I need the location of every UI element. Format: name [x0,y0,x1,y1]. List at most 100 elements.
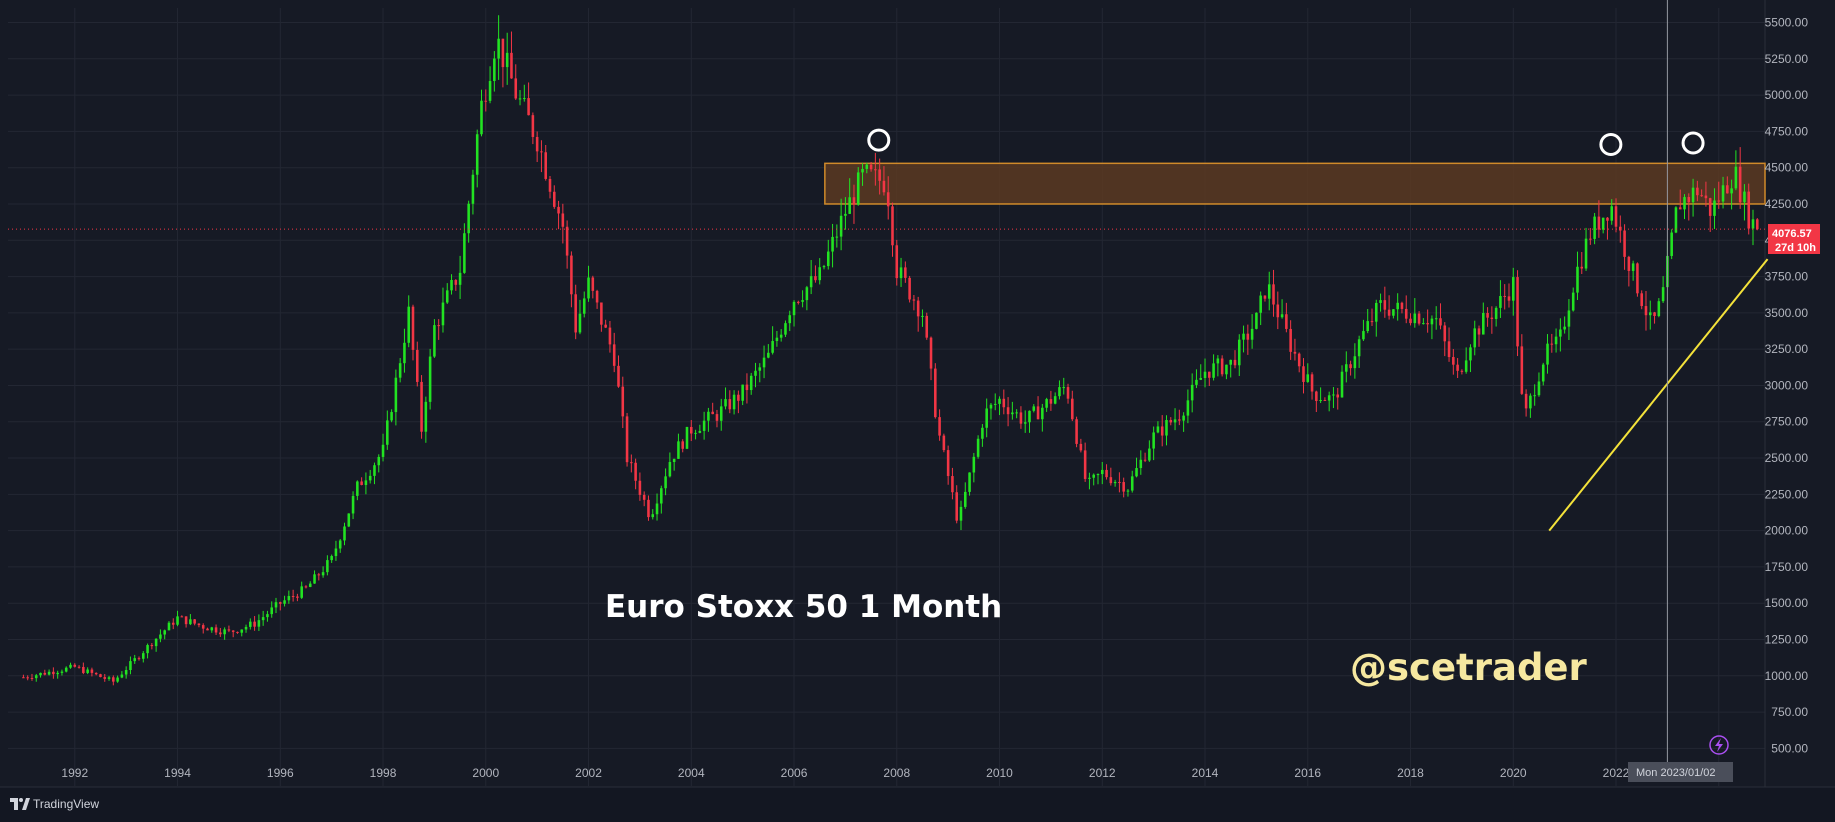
candle-body [707,411,710,421]
y-tick-label: 4500.00 [1765,161,1809,175]
y-tick-label: 5250.00 [1765,52,1809,66]
candle-body [1315,391,1318,401]
candle-body [839,215,843,237]
candle-body [1383,300,1387,310]
candle-body [1130,476,1134,491]
candle-body [206,628,209,631]
candle-body [1623,230,1626,257]
candle-body [43,672,47,675]
candle-body [1396,302,1399,310]
candle-body [925,315,929,338]
candle-body [779,334,783,338]
candle-body [347,513,351,527]
candle-body [1696,187,1699,196]
candle-body [210,627,214,631]
candle-body [844,213,847,216]
candle-body [1002,398,1006,408]
candle-body [1366,321,1369,332]
candle-body [1096,474,1100,476]
trendline [1548,258,1769,532]
candle-body [578,313,582,333]
candle-body [415,349,419,382]
x-tick-label: 2008 [883,766,910,780]
candle-body [647,499,650,518]
candle-body [1439,318,1442,326]
candle-body [1400,302,1404,309]
candle-body [82,666,85,673]
candle-body [1524,393,1528,409]
candle-body [621,386,625,417]
watermark: @scetrader [1350,646,1588,689]
candle-body [321,572,325,576]
candle-body [291,596,295,598]
candle-body [805,287,809,301]
candle-body [1747,191,1751,229]
candle-body [1409,318,1412,324]
candle-body [1507,296,1511,301]
candle-body [308,583,312,587]
candle-body [133,658,137,662]
candle-body [22,677,25,679]
candle-body [1589,238,1592,240]
candle-body [1494,307,1498,319]
candle-body [360,481,363,485]
candle-body [604,324,607,328]
candle-body [972,456,976,473]
candle-body [672,458,676,463]
candle-body [1653,312,1656,317]
candle-body [1023,422,1027,424]
candle-body [912,299,916,301]
candle-body [1126,490,1130,492]
candle-body [741,384,744,401]
candle-body [351,495,355,514]
candle-body [1477,328,1481,335]
candle-body [1345,364,1348,372]
candle-body [1648,312,1652,316]
candle-body [638,480,642,495]
lightning-icon[interactable] [1709,735,1729,755]
candle-body [1263,295,1267,299]
candle-body [1208,371,1211,378]
candle-body [94,672,98,675]
y-tick-label: 1500.00 [1765,596,1809,610]
candle-body [1511,277,1515,301]
candle-body [373,465,376,476]
candle-body [981,427,984,439]
candle-body [497,38,500,59]
candle-body [1053,396,1057,404]
candle-body [180,616,184,618]
candle-body [287,596,291,601]
candle-body [1554,336,1558,345]
candle-body [1178,419,1181,421]
y-tick-label: 5000.00 [1765,88,1809,102]
candle-body [64,667,68,672]
candle-body [899,267,903,279]
candle-body [403,342,406,364]
candle-body [929,337,933,369]
candle-body [882,180,886,193]
candle-body [1704,195,1708,199]
y-tick-label: 5500.00 [1765,16,1809,30]
candle-body [1212,363,1215,378]
candle-body [219,632,222,635]
price-axis[interactable]: 500.00 750.00 1000.00 1250.00 1500.00 1750.00… [1765,16,1809,756]
candle-body [1336,394,1340,398]
x-tick-label: 2016 [1294,766,1321,780]
candle-body [1452,357,1455,365]
candle-body [1267,284,1271,299]
candle-body [1349,364,1352,369]
x-tick-label: 2020 [1500,766,1527,780]
candle-body [1113,481,1117,484]
candle-body [1272,284,1275,305]
candle-body [1614,206,1618,227]
circle-marker [1681,131,1705,155]
candle-body [946,450,950,477]
bottom-bar [0,787,1835,822]
candle-body [120,674,124,678]
tradingview-logo-icon[interactable] [10,798,30,810]
candle-body [630,462,633,464]
candle-body [921,315,924,317]
candle-body [458,272,462,285]
candle-body [771,341,774,353]
